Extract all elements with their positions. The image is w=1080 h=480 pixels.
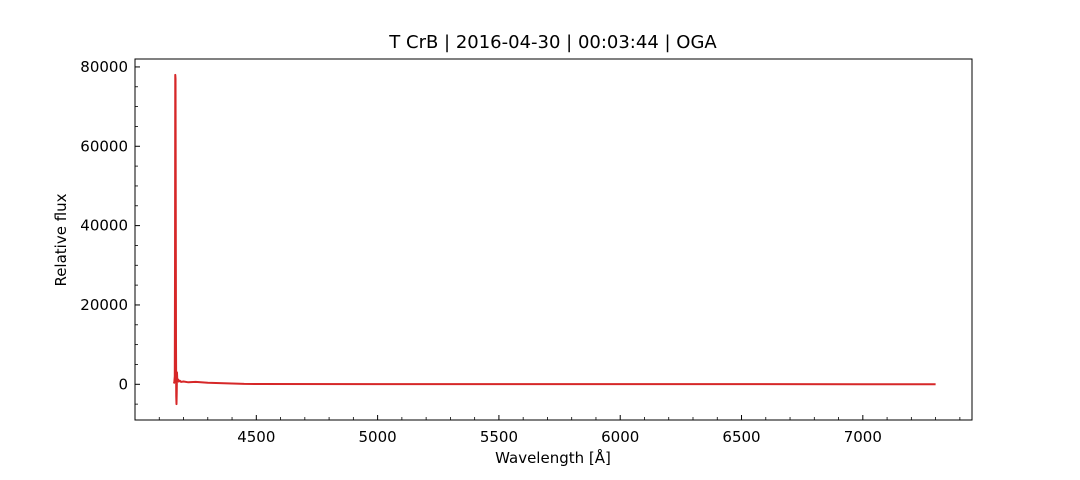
x-tick-label: 5500 [480,428,518,446]
plot-frame [134,58,973,421]
y-tick-label: 20000 [80,296,128,314]
x-tick-label: 6500 [722,428,760,446]
x-axis-label: Wavelength [Å] [495,448,611,467]
y-tick-label: 80000 [80,58,128,76]
y-axis-label: Relative flux [52,193,70,286]
y-tick-label: 0 [118,375,128,393]
x-tick-label: 5000 [359,428,397,446]
spectrum-series-line [172,73,936,406]
plot-area [172,73,936,406]
x-tick-label: 4500 [237,428,275,446]
axes: 4500 5000 5500 6000 6500 7000 0 20000 40000 60000… [80,58,961,446]
x-tick-label: 6000 [601,428,639,446]
y-tick-label: 60000 [80,137,128,155]
chart-title: T CrB | 2016-04-30 | 00:03:44 | OGA [388,32,717,53]
y-tick-label: 40000 [80,217,128,235]
x-tick-label: 7000 [844,428,882,446]
